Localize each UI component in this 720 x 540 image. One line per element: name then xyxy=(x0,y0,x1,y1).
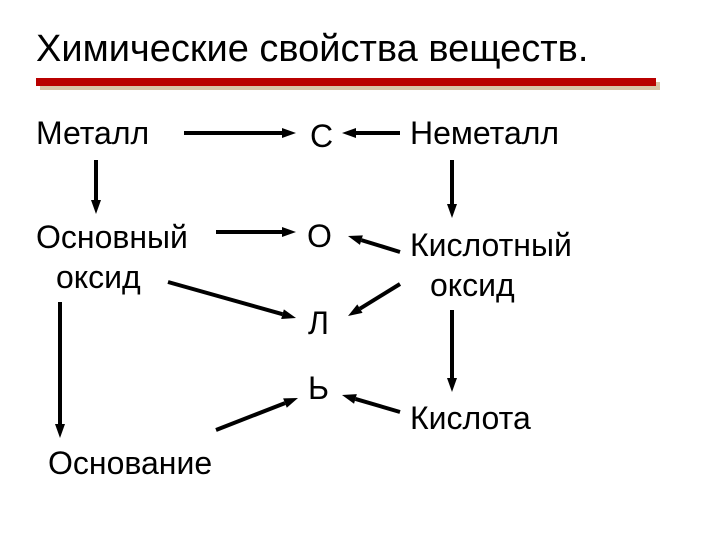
node-salt-soft: Ь xyxy=(308,370,329,407)
node-base: Основание xyxy=(48,445,212,482)
node-salt-s: С xyxy=(310,118,333,155)
title-underline xyxy=(36,78,656,86)
node-nonmetal: Неметалл xyxy=(410,115,559,152)
node-metal: Металл xyxy=(36,115,149,152)
page-title: Химические свойства веществ. xyxy=(36,28,588,71)
node-basic-oxide: Основныйоксид xyxy=(36,217,188,297)
node-acid-oxide: Кислотныйоксид xyxy=(410,225,572,305)
node-salt-l: Л xyxy=(308,305,329,342)
node-salt-o: О xyxy=(307,218,332,255)
node-acid: Кислота xyxy=(410,400,531,437)
